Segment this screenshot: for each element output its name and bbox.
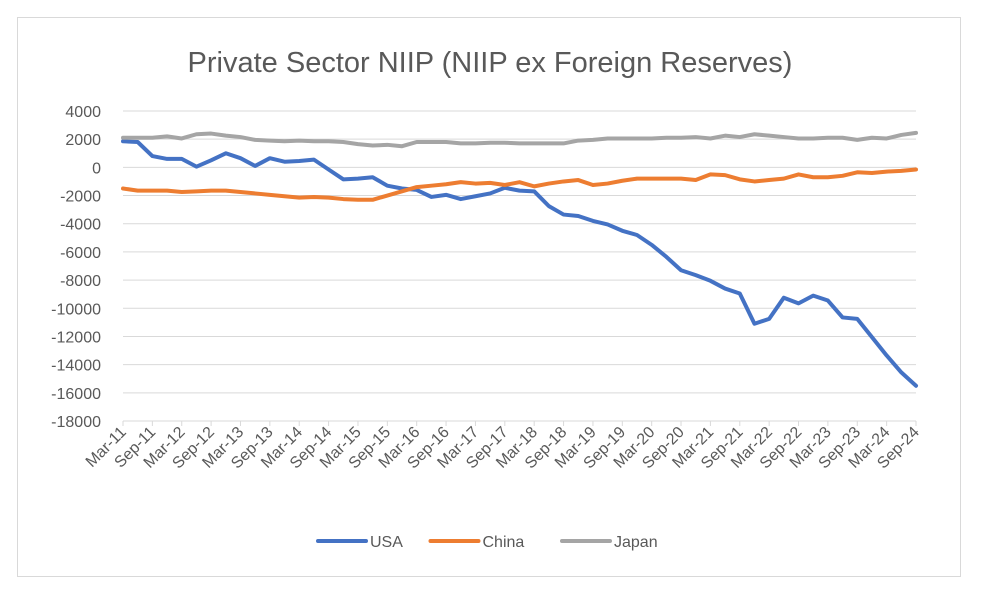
y-axis-tick-labels: 4000 2000 0 -2000 -4000 -6000 -8000 -10000 -1200… [51, 104, 101, 431]
y-tick-label: -14000 [51, 358, 101, 375]
series-line-japan [121, 130, 918, 149]
y-tick-label: -2000 [60, 189, 101, 206]
y-tick-label: -6000 [60, 245, 101, 262]
y-tick-label: 2000 [65, 132, 101, 149]
legend-label-japan: Japan [614, 534, 658, 551]
series-lines [121, 130, 918, 388]
y-tick-label: -18000 [51, 414, 101, 431]
legend: USA China Japan [316, 534, 658, 551]
legend-label-usa: USA [370, 534, 403, 551]
y-tick-label: 4000 [65, 104, 101, 121]
y-tick-label: -16000 [51, 386, 101, 403]
chart-frame [17, 17, 961, 577]
x-axis-tick-labels: Mar-11Sep-11Mar-12Sep-12Mar-13Sep-13Mar-… [83, 424, 923, 473]
chart-title: Private Sector NIIP (NIIP ex Foreign Res… [188, 47, 793, 79]
x-axis [122, 421, 917, 426]
series-line-usa [121, 139, 918, 388]
legend-label-china: China [483, 534, 525, 551]
y-tick-label: -10000 [51, 301, 101, 318]
series-line-china [121, 167, 918, 202]
y-tick-label: 0 [92, 160, 101, 177]
y-tick-label: -12000 [51, 329, 101, 346]
y-tick-label: -4000 [60, 217, 101, 234]
y-tick-label: -8000 [60, 273, 101, 290]
